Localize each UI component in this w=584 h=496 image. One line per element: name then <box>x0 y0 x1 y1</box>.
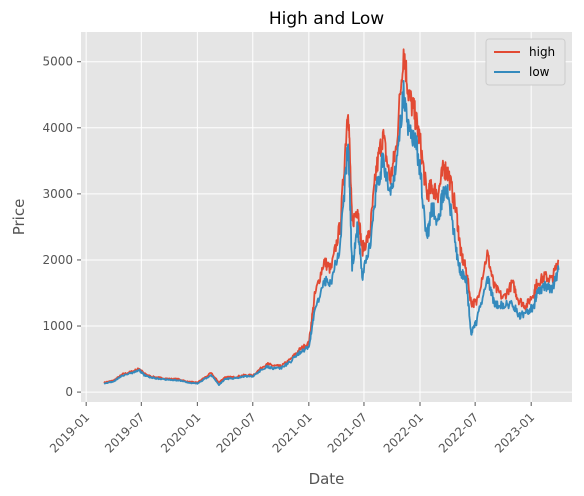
x-tick-label: 2021-01 <box>270 410 315 455</box>
legend-label-low: low <box>529 65 550 79</box>
legend-label-high: high <box>529 45 555 59</box>
y-tick-label: 3000 <box>42 187 73 201</box>
y-tick-label: 2000 <box>42 253 73 267</box>
x-axis-label: Date <box>309 470 345 488</box>
y-axis-label: Price <box>10 199 28 236</box>
legend-box <box>485 38 566 86</box>
y-tick-label: 1000 <box>42 319 73 333</box>
y-tick-label: 4000 <box>42 121 73 135</box>
x-tick-label: 2023-01 <box>492 410 537 455</box>
grid <box>81 32 572 402</box>
series-line-high <box>103 48 560 384</box>
series-layer <box>103 48 560 387</box>
y-tick-label: 5000 <box>42 55 73 69</box>
x-tick-label: 2019-01 <box>47 410 92 455</box>
series-line-low <box>103 80 560 387</box>
x-tick-label: 2020-07 <box>214 410 259 455</box>
chart-title: High and Low <box>269 9 384 29</box>
plot-background <box>81 32 572 402</box>
x-tick-label: 2021-07 <box>325 410 370 455</box>
y-tick-label: 0 <box>65 385 73 399</box>
x-tick-label: 2020-01 <box>158 410 203 455</box>
x-tick-label: 2022-07 <box>436 410 481 455</box>
legend: high low <box>485 38 566 86</box>
x-tick-label: 2019-07 <box>102 410 147 455</box>
x-tick-label: 2022-01 <box>381 410 426 455</box>
